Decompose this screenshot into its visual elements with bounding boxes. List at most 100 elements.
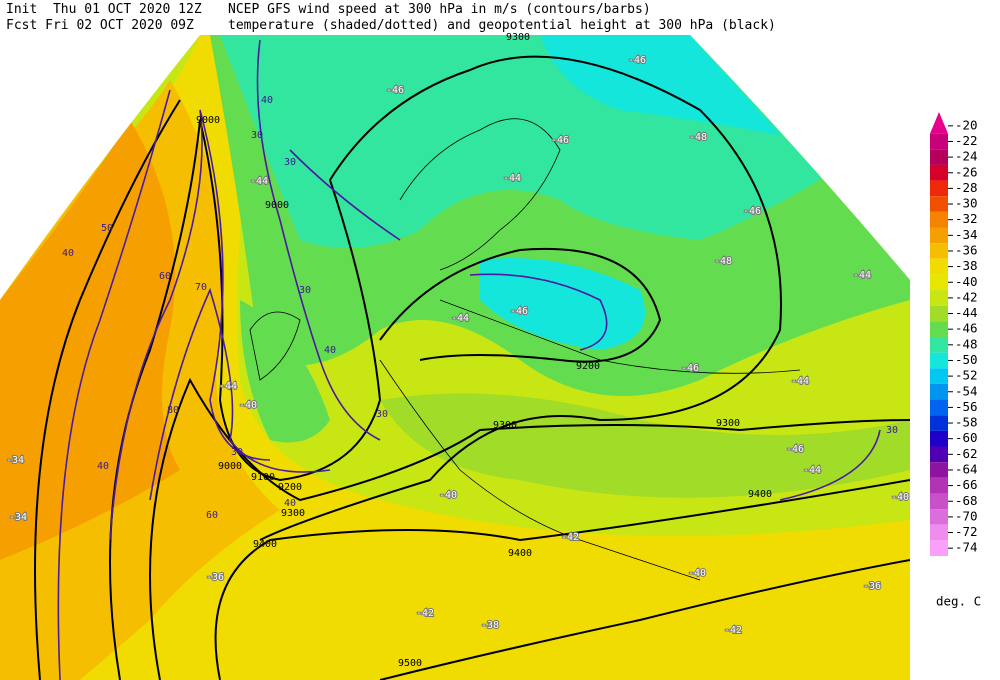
wind-label: 30 bbox=[251, 130, 263, 141]
coastline bbox=[439, 299, 801, 374]
temperature-label: -46 bbox=[551, 135, 569, 146]
height-label: 9200 bbox=[278, 482, 302, 493]
coastlines bbox=[249, 118, 801, 581]
colorbar-cell bbox=[930, 196, 948, 212]
temperature-label: -38 bbox=[481, 620, 499, 631]
coastline bbox=[399, 118, 561, 271]
wind-contour bbox=[149, 287, 331, 501]
colorbar-cell bbox=[930, 477, 948, 494]
wind-label: 50 bbox=[101, 223, 113, 234]
height-contour bbox=[214, 479, 910, 680]
colorbar-cell bbox=[930, 133, 948, 150]
height-label: 9400 bbox=[253, 539, 277, 550]
height-contour bbox=[34, 99, 181, 680]
wind-label: 40 bbox=[62, 248, 74, 259]
colorbar-cell bbox=[930, 258, 948, 275]
height-label: 9300 bbox=[506, 32, 530, 43]
colorbar-label: -62 bbox=[955, 446, 978, 461]
colorbar-cell bbox=[930, 524, 948, 541]
colorbar-label: -58 bbox=[955, 415, 978, 430]
colorbar-cell bbox=[930, 227, 948, 244]
colorbar-cell bbox=[930, 399, 948, 416]
colorbar-label: -42 bbox=[955, 289, 978, 304]
temperature-label: -46 bbox=[510, 306, 528, 317]
colorbar-cell bbox=[930, 430, 948, 447]
colorbar-cell bbox=[930, 509, 948, 525]
colorbar-label: -40 bbox=[955, 274, 978, 289]
colorbar-label: -26 bbox=[955, 164, 978, 179]
height-label: 9000 bbox=[218, 461, 242, 472]
height-contour bbox=[109, 55, 782, 680]
temperature-label: -40 bbox=[439, 490, 457, 501]
temperature-shading bbox=[540, 35, 780, 135]
colorbar-label: -38 bbox=[955, 258, 978, 273]
colorbar-cell bbox=[930, 352, 948, 369]
wind-contours bbox=[57, 39, 881, 680]
temperature-label: -46 bbox=[743, 206, 761, 217]
colorbar-cell bbox=[930, 462, 948, 478]
height-label: 9300 bbox=[716, 418, 740, 429]
colorbar-label: -72 bbox=[955, 524, 978, 539]
colorbar-label: -34 bbox=[955, 227, 978, 242]
wind-label: 30 bbox=[231, 447, 243, 458]
temperature-label: -44 bbox=[503, 173, 521, 184]
temperature-label: -46 bbox=[786, 444, 804, 455]
wind-label: 30 bbox=[299, 285, 311, 296]
colorbar-cell bbox=[930, 211, 948, 228]
temperature-label: -36 bbox=[206, 572, 224, 583]
colorbar-label: -46 bbox=[955, 321, 978, 336]
wind-label: 80 bbox=[167, 405, 179, 416]
colorbar-label: -52 bbox=[955, 368, 978, 383]
wind-label: 40 bbox=[284, 498, 296, 509]
colorbar-label: -54 bbox=[955, 383, 978, 398]
height-label: 9300 bbox=[493, 420, 517, 431]
colorbar-label: -44 bbox=[955, 305, 978, 320]
height-label: 9100 bbox=[251, 472, 275, 483]
colorbar-label: -32 bbox=[955, 211, 978, 226]
title-line: NCEP GFS wind speed at 300 hPa in m/s (c… bbox=[228, 2, 651, 17]
wind-contour bbox=[779, 429, 881, 501]
height-label: 9400 bbox=[748, 489, 772, 500]
colorbar-label: -70 bbox=[955, 508, 978, 523]
height-contour bbox=[379, 559, 910, 680]
colorbar-label: -24 bbox=[955, 149, 978, 164]
colorbar-cell bbox=[930, 493, 948, 510]
colorbar-label: -64 bbox=[955, 461, 978, 476]
colorbar-cell bbox=[930, 274, 948, 291]
colorbar-cell bbox=[930, 305, 948, 322]
wind-label: 60 bbox=[206, 510, 218, 521]
fcst-label: Fcst Fri 02 OCT 2020 09Z bbox=[6, 18, 194, 33]
wind-label: 60 bbox=[159, 271, 171, 282]
colorbar-cell bbox=[930, 112, 948, 134]
temperature-label: -34 bbox=[6, 455, 24, 466]
temperature-label: -44 bbox=[451, 313, 469, 324]
temperature-label: -44 bbox=[250, 176, 268, 187]
temperature-label: -42 bbox=[724, 625, 742, 636]
wind-contour bbox=[256, 39, 381, 441]
colorbar-label: -22 bbox=[955, 133, 978, 148]
height-label: 9000 bbox=[196, 115, 220, 126]
height-label: 9200 bbox=[576, 361, 600, 372]
colorbar-cell bbox=[930, 290, 948, 306]
height-label: 9300 bbox=[281, 508, 305, 519]
temperature-label: -48 bbox=[714, 256, 732, 267]
temperature-shading bbox=[0, 500, 160, 640]
wind-contour bbox=[469, 273, 608, 351]
init-label: Init Thu 01 OCT 2020 12Z bbox=[6, 2, 202, 17]
wind-contour bbox=[109, 109, 271, 541]
height-label: 9500 bbox=[398, 658, 422, 669]
height-contour bbox=[379, 247, 662, 363]
coastline bbox=[249, 311, 301, 381]
height-label: 9400 bbox=[508, 548, 532, 559]
temperature-label: -40 bbox=[688, 568, 706, 579]
colorbar-label: -30 bbox=[955, 196, 978, 211]
colorbar-label: -68 bbox=[955, 493, 978, 508]
temperature-label: -44 bbox=[791, 376, 809, 387]
colorbar-cell bbox=[930, 383, 948, 400]
colorbar-cell bbox=[930, 415, 948, 431]
temperature-label: -40 bbox=[891, 492, 909, 503]
temperature-label: -36 bbox=[863, 581, 881, 592]
